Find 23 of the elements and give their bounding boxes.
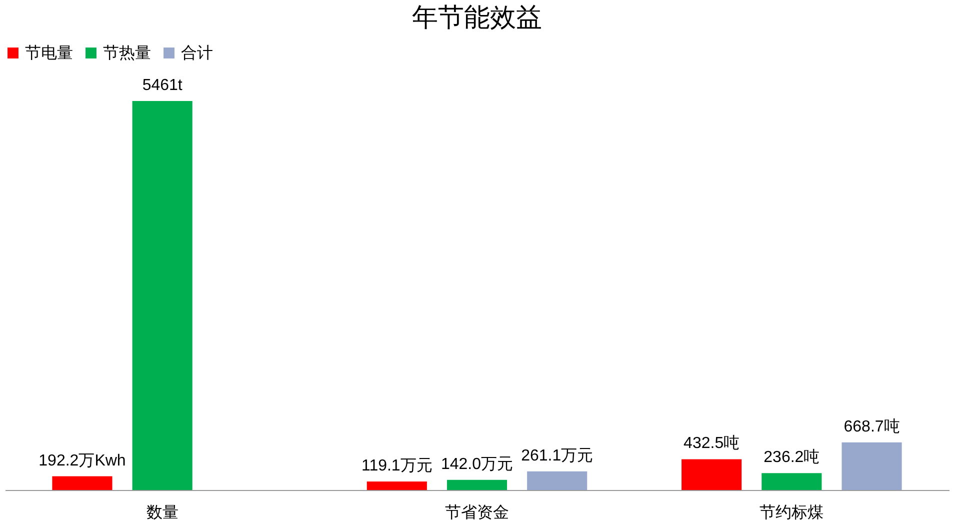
bar [132,101,192,490]
x-tick-label: 节约标煤 [760,504,824,522]
data-label: 142.0万元 [440,456,514,473]
data-label: 5461t [142,77,183,94]
x-tick-label: 节省资金 [445,504,509,522]
bar [446,480,508,490]
bar [682,459,742,490]
data-label: 261.1万元 [521,447,594,464]
bar [527,471,588,490]
bar [762,473,822,490]
legend-label: 节热量 [103,44,151,62]
chart-title: 年节能效益 [412,2,542,32]
legend-label: 合计 [181,44,213,62]
data-label: 119.1万元 [361,458,432,475]
bar [366,482,427,490]
bar [52,476,112,490]
legend-label: 节电量 [25,44,73,62]
data-label: 192.2万Kwh [38,452,126,470]
bar [842,442,902,490]
x-tick-label: 数量 [146,504,178,522]
data-label: 668.7吨 [844,417,900,436]
data-label: 432.5吨 [684,434,740,452]
data-label: 236.2吨 [764,448,820,466]
